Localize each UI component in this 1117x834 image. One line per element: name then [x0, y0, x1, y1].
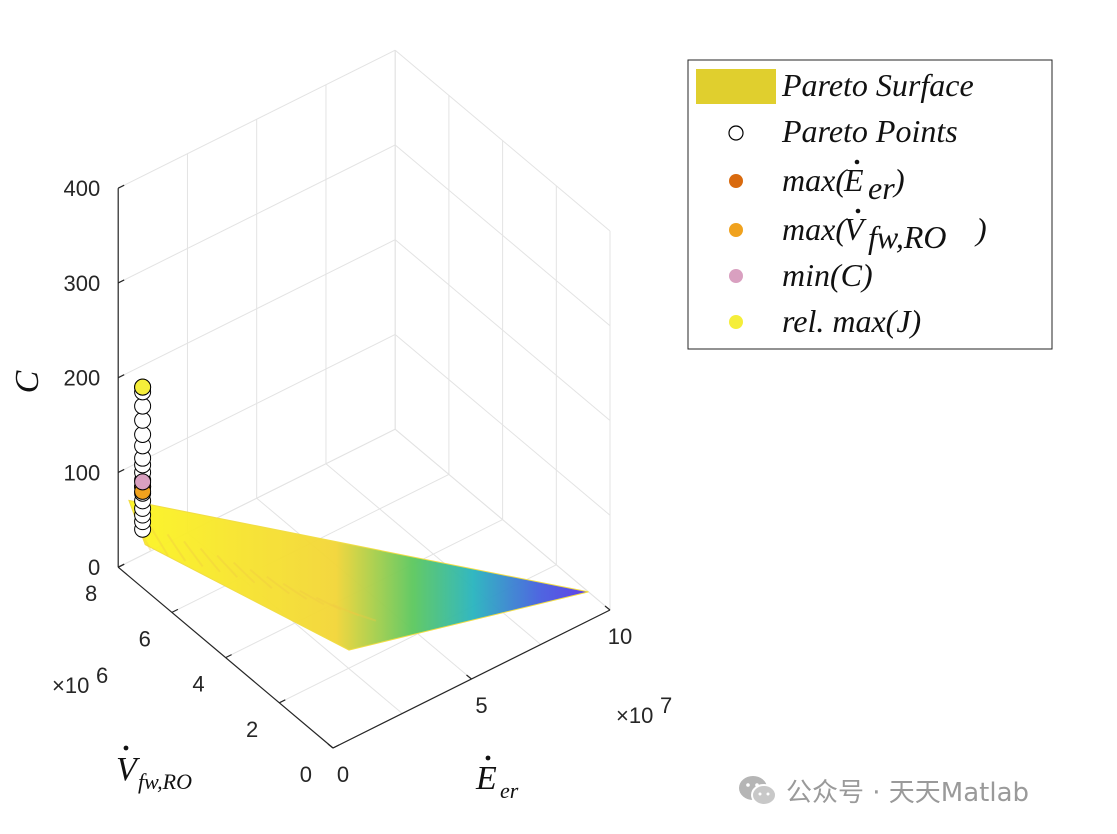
legend-swatch-pareto-surface	[696, 69, 776, 104]
special-point	[134, 378, 152, 396]
legend-label-max-eer-close: )	[892, 162, 905, 198]
special-point	[134, 473, 152, 491]
z-tick-mark	[117, 184, 125, 189]
y-tick-label: 6	[139, 626, 151, 651]
x-tick-label: 5	[475, 693, 487, 718]
legend-label-max-vfw-dot	[855, 208, 861, 214]
z-tick-mark	[117, 468, 125, 473]
pareto-surface-patch	[128, 499, 589, 651]
pareto-surface-texture	[282, 582, 308, 600]
legend-label-pareto-surface: Pareto Surface	[781, 67, 974, 103]
z-tick-label: 300	[63, 271, 100, 296]
pareto-points-layer	[134, 378, 152, 538]
legend-label-max-vfw-close: )	[974, 211, 987, 247]
z-axis-label: C	[9, 370, 46, 393]
legend-marker-rel-max-j	[729, 315, 743, 329]
wechat-icon	[738, 774, 778, 808]
legend-label-max-vfw-sub: fw,RO	[868, 219, 947, 255]
legend-label-max-vfw-main: max(	[782, 211, 848, 247]
y-tick-label: 4	[192, 672, 204, 697]
y-tick-mark	[171, 608, 179, 613]
legend-marker-min-c	[729, 269, 743, 283]
pareto-point	[134, 425, 152, 443]
legend-label-min-c: min(C)	[782, 257, 873, 293]
z-tick-label: 100	[63, 460, 100, 485]
watermark-text: 公众号 · 天天Matlab	[786, 778, 1030, 808]
z-tick-label: 400	[63, 176, 100, 201]
x-axis-label-main: E	[475, 760, 497, 797]
pareto-surface-texture	[249, 568, 273, 589]
legend-label-pareto-points: Pareto Points	[781, 113, 958, 149]
y-axis-label-sub: fw,RO	[138, 769, 192, 794]
y-tick-mark	[279, 699, 286, 704]
legend-box	[687, 59, 1053, 350]
x-axis-label: E er	[475, 755, 519, 803]
pareto-surface-texture	[166, 533, 187, 562]
watermark: 公众号 · 天天Matlab	[738, 772, 1029, 809]
pareto-surface	[128, 499, 589, 651]
pareto-surface-texture	[332, 603, 360, 617]
x-axis-label-dot	[485, 755, 491, 761]
x-tick-mark	[604, 605, 611, 611]
pareto-surface-texture	[266, 575, 290, 595]
z-tick-mark	[117, 279, 125, 284]
y-tick-mark	[332, 744, 340, 749]
y-multiplier-base: ×10	[52, 673, 89, 698]
pareto-point	[134, 411, 152, 429]
pareto-surface-texture	[199, 547, 221, 573]
legend-label-max-eer-sub: er	[868, 170, 895, 206]
legend-label-max-eer-dot	[854, 159, 860, 165]
pareto-surface-texture	[216, 554, 239, 579]
x-tick-mark	[327, 743, 334, 749]
x-axis-label-sub: er	[500, 778, 519, 803]
legend-label-max-eer-char: E	[843, 162, 864, 198]
legend-label-max-eer-main: max(	[782, 162, 848, 198]
y-tick-label: 2	[246, 717, 258, 742]
y-axis-label: V fw,RO	[116, 745, 192, 794]
x-tick-label: 0	[337, 762, 349, 787]
z-tick-label: 0	[88, 555, 100, 580]
pareto-surface-texture	[299, 589, 325, 606]
y-tick-label: 8	[85, 581, 97, 606]
pareto-surface-texture	[183, 540, 204, 568]
legend-marker-pareto-points	[728, 125, 744, 141]
axis-layer	[117, 184, 611, 749]
legend-label-rel-max-j: rel. max(J)	[782, 303, 921, 339]
pareto-surface-texture	[150, 526, 169, 557]
legend-label-max-eer: max( E er )	[782, 159, 905, 206]
pareto-surface-texture	[232, 561, 256, 584]
z-tick-mark	[117, 563, 125, 568]
legend-marker-max-eer	[729, 174, 743, 188]
pareto-surface-texture	[349, 610, 377, 622]
z-tick-mark	[117, 374, 125, 379]
legend: Pareto Surface Pareto Points max( E er )…	[687, 59, 1053, 350]
x-multiplier-base: ×10	[616, 703, 653, 728]
y-multiplier-exp: 6	[96, 663, 108, 688]
x-tick-label: 10	[608, 624, 632, 649]
y-tick-label: 0	[300, 762, 312, 787]
x-axis-multiplier: ×10 7	[616, 693, 672, 728]
x-tick-mark	[466, 674, 472, 680]
legend-label-max-vfw: max( V fw,RO )	[782, 208, 987, 255]
x-multiplier-exp: 7	[660, 693, 672, 718]
legend-marker-max-vfw	[729, 223, 743, 237]
pareto-surface-texture	[315, 596, 342, 611]
y-axis-multiplier: ×10 6	[52, 663, 108, 698]
legend-label-max-vfw-char: V	[844, 211, 867, 247]
z-tick-label: 200	[63, 366, 100, 391]
y-tick-mark	[225, 654, 232, 659]
pareto-point	[134, 397, 152, 415]
y-axis-label-dot	[123, 745, 129, 751]
